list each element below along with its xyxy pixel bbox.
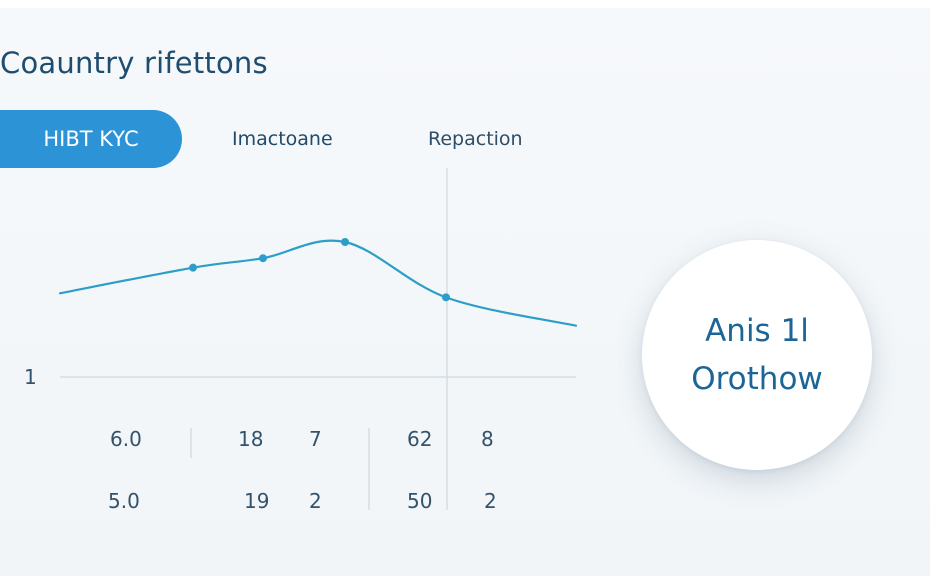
page-title: Coauntry rifettons — [0, 46, 268, 80]
tab-repaction[interactable]: Repaction — [428, 128, 523, 150]
table-cell: 8 — [481, 427, 494, 451]
top-strip — [0, 0, 930, 8]
table-cell: 62 — [407, 427, 433, 451]
tab-imactoane[interactable]: Imactoane — [232, 128, 333, 150]
table-cell: 5.0 — [108, 489, 140, 513]
y-axis-label: 1 — [24, 365, 37, 389]
data-point — [341, 238, 349, 246]
data-point — [189, 263, 197, 272]
data-point — [442, 293, 450, 302]
data-point — [259, 254, 267, 263]
callout-bubble: Anis 1l Orothow — [642, 240, 872, 470]
series-markers — [189, 238, 450, 302]
table-cell: 6.0 — [110, 427, 142, 451]
table-cell: 2 — [309, 489, 322, 513]
table-cell: 18 — [238, 427, 264, 451]
tab-hibt-kyc[interactable]: HIBT KYC — [0, 110, 182, 168]
table-cell: 19 — [244, 489, 270, 513]
callout-line-1: Anis 1l — [705, 313, 809, 349]
tab-label: HIBT KYC — [43, 127, 139, 151]
table-cell: 7 — [309, 427, 322, 451]
series-line — [58, 239, 578, 327]
table-cell: 2 — [484, 489, 497, 513]
callout-line-2: Orothow — [691, 361, 823, 397]
table-cell: 50 — [407, 489, 433, 513]
